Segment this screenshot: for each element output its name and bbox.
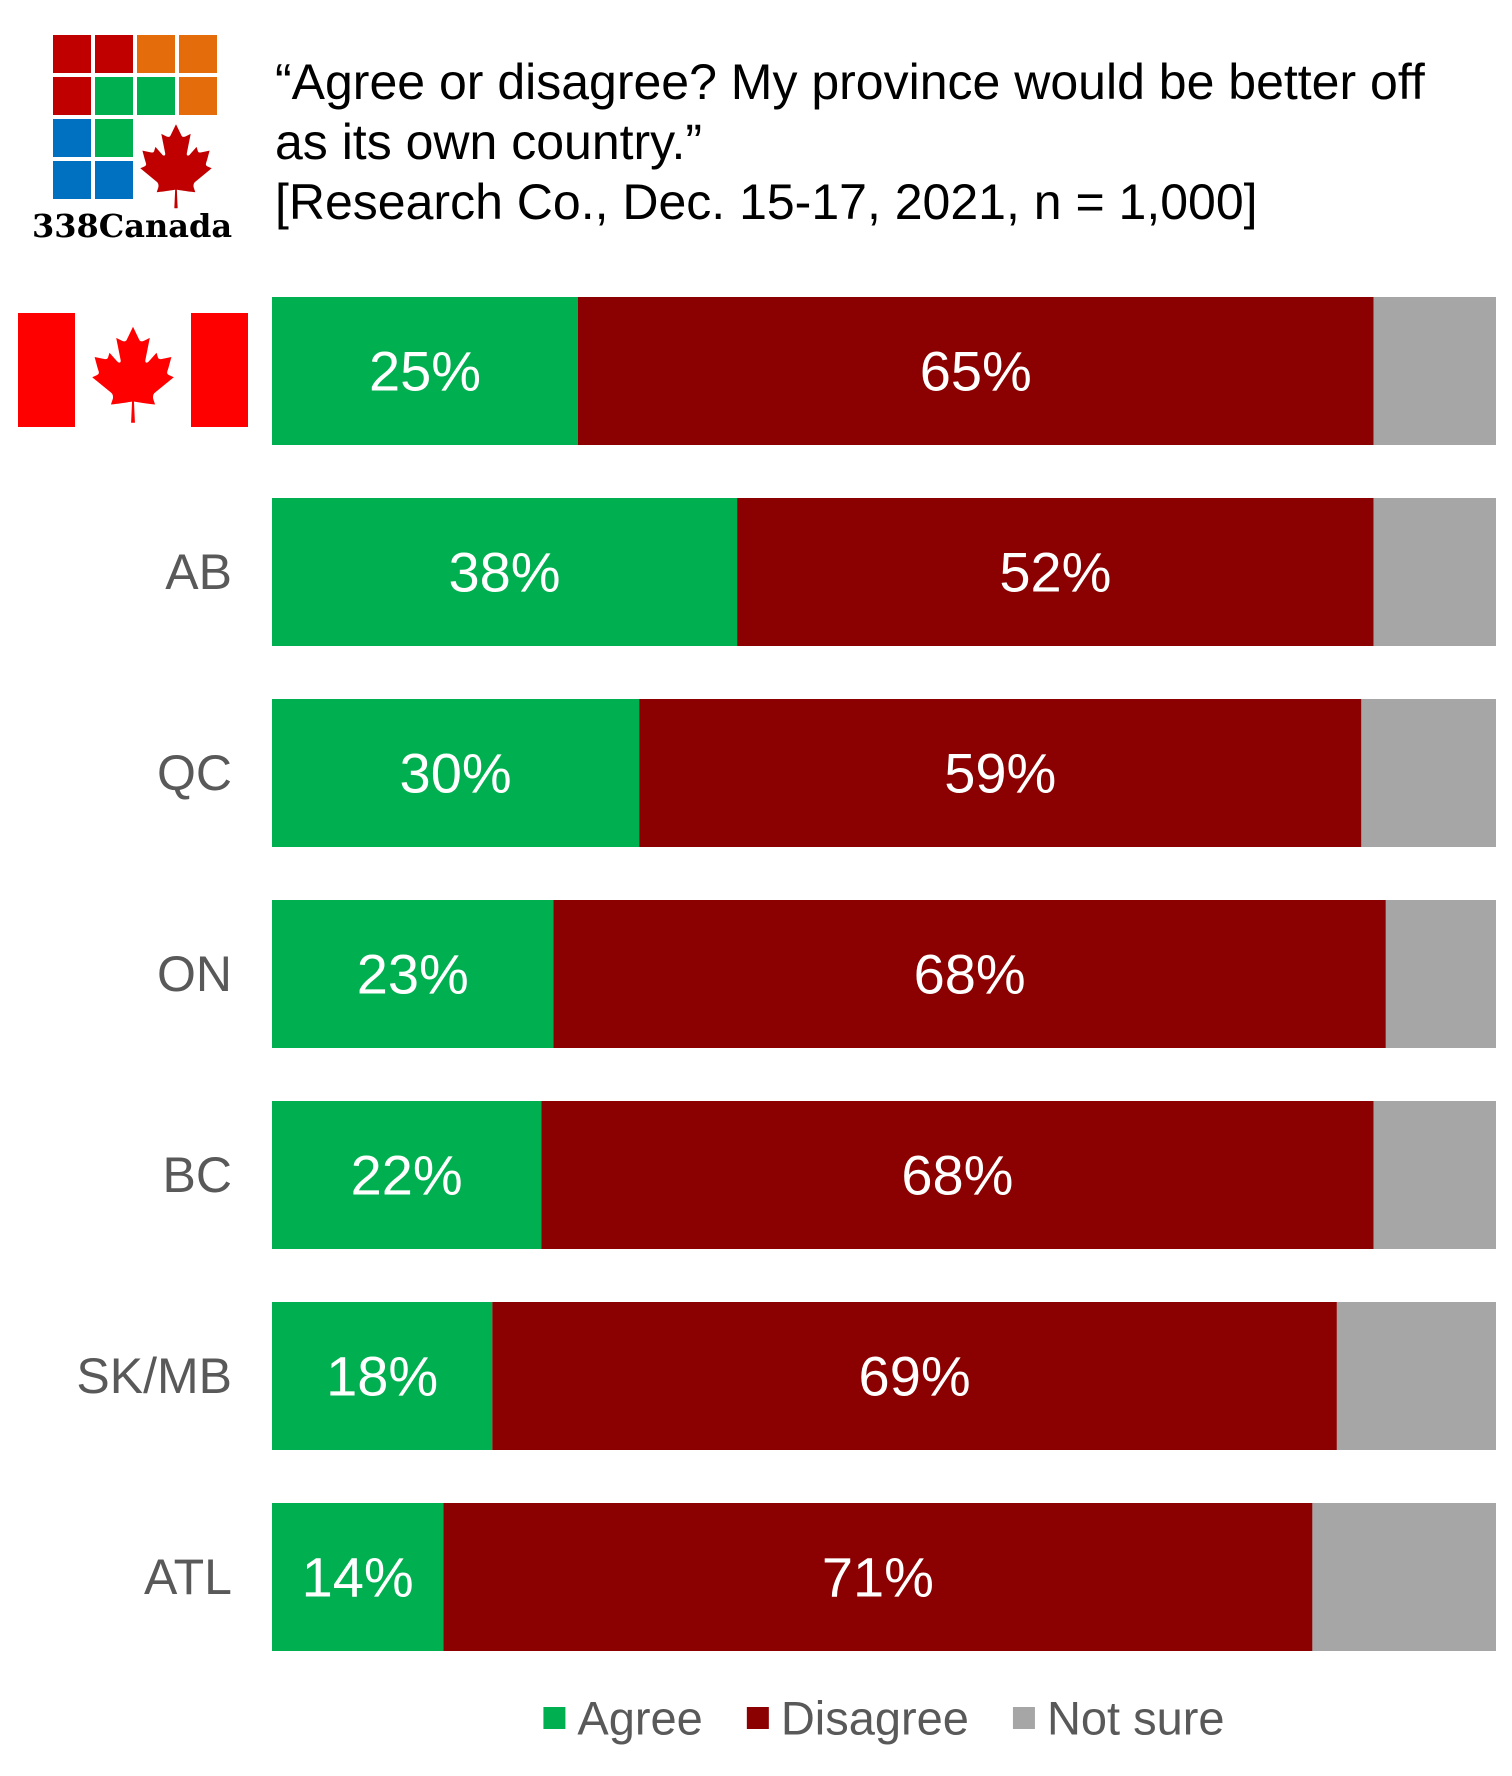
data-label-agree: 38% bbox=[449, 541, 561, 604]
logo-square bbox=[53, 119, 91, 157]
logo-square bbox=[53, 35, 91, 73]
bar-segment-agree bbox=[272, 297, 578, 445]
bar-row: 38% 52% bbox=[272, 498, 1496, 646]
chart-title: “Agree or disagree? My province would be… bbox=[275, 54, 1425, 230]
bar-row: 25% 65% bbox=[272, 297, 1496, 445]
bar-row: 22% 68% bbox=[272, 1101, 1496, 1249]
canada-flag-icon bbox=[18, 313, 248, 427]
bar-segment-not_sure bbox=[1385, 900, 1496, 1048]
legend-label: Not sure bbox=[1047, 1692, 1225, 1745]
legend: Agree Disagree Not sure bbox=[543, 1692, 1225, 1745]
bar-segment-agree bbox=[272, 1302, 493, 1450]
bar-segment-disagree bbox=[492, 1302, 1337, 1450]
data-label-disagree: 71% bbox=[822, 1546, 934, 1609]
data-label-disagree: 68% bbox=[901, 1144, 1013, 1207]
legend-item: Agree bbox=[543, 1692, 703, 1745]
bar-segment-disagree bbox=[578, 297, 1374, 445]
logo-square bbox=[53, 77, 91, 115]
bar-row: 23% 68% bbox=[272, 900, 1496, 1048]
logo-square bbox=[95, 119, 133, 157]
bar-segment-not_sure bbox=[1373, 297, 1496, 445]
brand-name: 338Canada bbox=[32, 207, 232, 245]
bar-segment-agree bbox=[272, 498, 738, 646]
data-label-disagree: 69% bbox=[859, 1345, 971, 1408]
data-label-disagree: 68% bbox=[914, 943, 1026, 1006]
title-line-3: [Research Co., Dec. 15-17, 2021, n = 1,0… bbox=[275, 174, 1258, 230]
category-label: ON bbox=[157, 946, 232, 1002]
bar-segment-agree bbox=[272, 900, 554, 1048]
bar-row: 30% 59% bbox=[272, 699, 1496, 847]
logo-square bbox=[95, 161, 133, 199]
logo-square bbox=[53, 161, 91, 199]
bar-segment-agree bbox=[272, 1101, 542, 1249]
category-label: ATL bbox=[144, 1549, 232, 1605]
logo-square bbox=[95, 77, 133, 115]
bar-segment-not_sure bbox=[1373, 1101, 1496, 1249]
bar-segment-disagree bbox=[541, 1101, 1374, 1249]
category-label: BC bbox=[163, 1147, 232, 1203]
legend-label: Disagree bbox=[781, 1692, 969, 1745]
logo-square bbox=[137, 77, 175, 115]
maple-leaf-icon bbox=[140, 124, 212, 209]
bar-segment-not_sure bbox=[1373, 498, 1496, 646]
bar-segment-disagree bbox=[737, 498, 1374, 646]
category-label: AB bbox=[165, 544, 232, 600]
legend-item: Not sure bbox=[1012, 1692, 1225, 1745]
bar-row: 18% 69% bbox=[272, 1302, 1496, 1450]
data-label-disagree: 59% bbox=[944, 742, 1056, 805]
legend-swatch bbox=[543, 1707, 566, 1729]
bar-segment-disagree bbox=[443, 1503, 1313, 1651]
legend-item: Disagree bbox=[746, 1692, 969, 1745]
data-label-agree: 25% bbox=[369, 340, 481, 403]
brand-logo: 338Canada bbox=[32, 35, 232, 245]
category-axis: AB QC ON BC SK/MB ATL bbox=[76, 544, 232, 1605]
legend-swatch bbox=[1012, 1707, 1035, 1729]
bar-segment-disagree bbox=[639, 699, 1362, 847]
legend-swatch bbox=[746, 1707, 769, 1729]
data-label-agree: 22% bbox=[351, 1144, 463, 1207]
data-label-disagree: 65% bbox=[920, 340, 1032, 403]
logo-square bbox=[179, 35, 217, 73]
legend-label: Agree bbox=[577, 1692, 702, 1745]
bars-area: 25% 65% 38% 52% 30% 59% 23% 68% 22% 68% 18% 69% 14% 7… bbox=[272, 297, 1496, 1651]
logo-square bbox=[179, 77, 217, 115]
data-label-disagree: 52% bbox=[999, 541, 1111, 604]
data-label-agree: 23% bbox=[357, 943, 469, 1006]
bar-segment-agree bbox=[272, 1503, 444, 1651]
bar-row: 14% 71% bbox=[272, 1503, 1496, 1651]
logo-square bbox=[137, 35, 175, 73]
bar-segment-disagree bbox=[553, 900, 1386, 1048]
bar-segment-not_sure bbox=[1312, 1503, 1496, 1651]
title-line-1: “Agree or disagree? My province would be… bbox=[275, 54, 1425, 110]
data-label-agree: 18% bbox=[326, 1345, 438, 1408]
data-label-agree: 14% bbox=[302, 1546, 414, 1609]
logo-square bbox=[95, 35, 133, 73]
category-label: SK/MB bbox=[76, 1348, 232, 1404]
category-label: QC bbox=[157, 745, 232, 801]
data-label-agree: 30% bbox=[400, 742, 512, 805]
bar-segment-not_sure bbox=[1361, 699, 1496, 847]
bar-segment-not_sure bbox=[1336, 1302, 1496, 1450]
bar-segment-agree bbox=[272, 699, 640, 847]
title-line-2: as its own country.” bbox=[275, 114, 702, 170]
